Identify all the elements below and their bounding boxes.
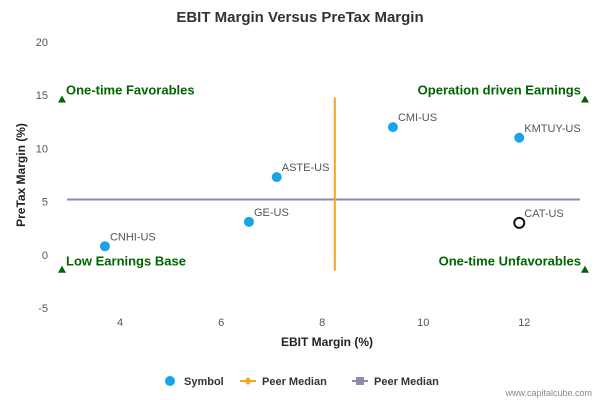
plot-area bbox=[62, 42, 590, 308]
legend-symbol-icon bbox=[165, 376, 175, 386]
y-tick-label: 5 bbox=[42, 197, 48, 209]
x-axis-label: EBIT Margin (%) bbox=[281, 335, 373, 349]
credit-text: www.capitalcube.com bbox=[504, 388, 592, 398]
x-tick-label: 8 bbox=[319, 317, 325, 329]
y-tick-label: 15 bbox=[36, 90, 48, 102]
highlight-point bbox=[513, 216, 526, 229]
y-tick-label: -5 bbox=[38, 303, 48, 315]
quadrant-marker-icon bbox=[58, 265, 66, 273]
quadrant-label: One-time Unfavorables bbox=[439, 254, 581, 269]
point-label: CNHI-US bbox=[110, 231, 156, 243]
legend-label: Peer Median bbox=[374, 376, 439, 388]
plot-background bbox=[62, 42, 590, 308]
data-point bbox=[271, 172, 282, 183]
legend-label: Symbol bbox=[184, 376, 224, 388]
quadrant-labels: One-time Favorables Operation driven Earn… bbox=[58, 82, 589, 273]
y-tick-label: 20 bbox=[36, 37, 48, 49]
x-axis-ticks: 4 6 8 10 12 bbox=[117, 317, 530, 329]
peer-median-lines bbox=[67, 97, 580, 271]
quadrant-marker-icon bbox=[580, 265, 589, 273]
point-label: GE-US bbox=[254, 207, 289, 219]
point-label: CMI-US bbox=[398, 112, 437, 124]
legend: Symbol Peer Median Peer Median bbox=[165, 376, 439, 388]
data-point bbox=[387, 122, 398, 133]
quadrant-marker-icon bbox=[580, 95, 589, 103]
y-tick-label: 0 bbox=[42, 250, 48, 262]
x-tick-label: 6 bbox=[218, 317, 224, 329]
x-tick-label: 12 bbox=[518, 317, 530, 329]
point-label: KMTUY-US bbox=[524, 123, 580, 135]
x-tick-label: 10 bbox=[417, 317, 429, 329]
highlight-label: CAT-US bbox=[524, 208, 564, 220]
legend-diamond-icon bbox=[244, 377, 252, 385]
data-point bbox=[243, 216, 254, 227]
y-tick-label: 10 bbox=[36, 143, 48, 155]
data-point bbox=[99, 241, 110, 252]
data-point bbox=[514, 132, 525, 143]
quadrant-label: One-time Favorables bbox=[66, 82, 195, 97]
x-tick-label: 4 bbox=[117, 317, 123, 329]
data-points: CNHI-US GE-US ASTE-US CMI-US KMTUY-US CAT-US bbox=[99, 112, 581, 252]
y-axis-label: PreTax Margin (%) bbox=[14, 123, 28, 227]
legend-label: Peer Median bbox=[262, 376, 327, 388]
quadrant-label: Operation driven Earnings bbox=[418, 82, 581, 97]
quadrant-marker-icon bbox=[58, 95, 66, 103]
y-axis-ticks: -5 0 5 10 15 20 bbox=[36, 37, 48, 315]
chart-title: EBIT Margin Versus PreTax Margin bbox=[176, 9, 423, 26]
legend-square-icon bbox=[356, 377, 364, 385]
quadrant-label: Low Earnings Base bbox=[66, 254, 186, 269]
point-label: ASTE-US bbox=[282, 162, 330, 174]
